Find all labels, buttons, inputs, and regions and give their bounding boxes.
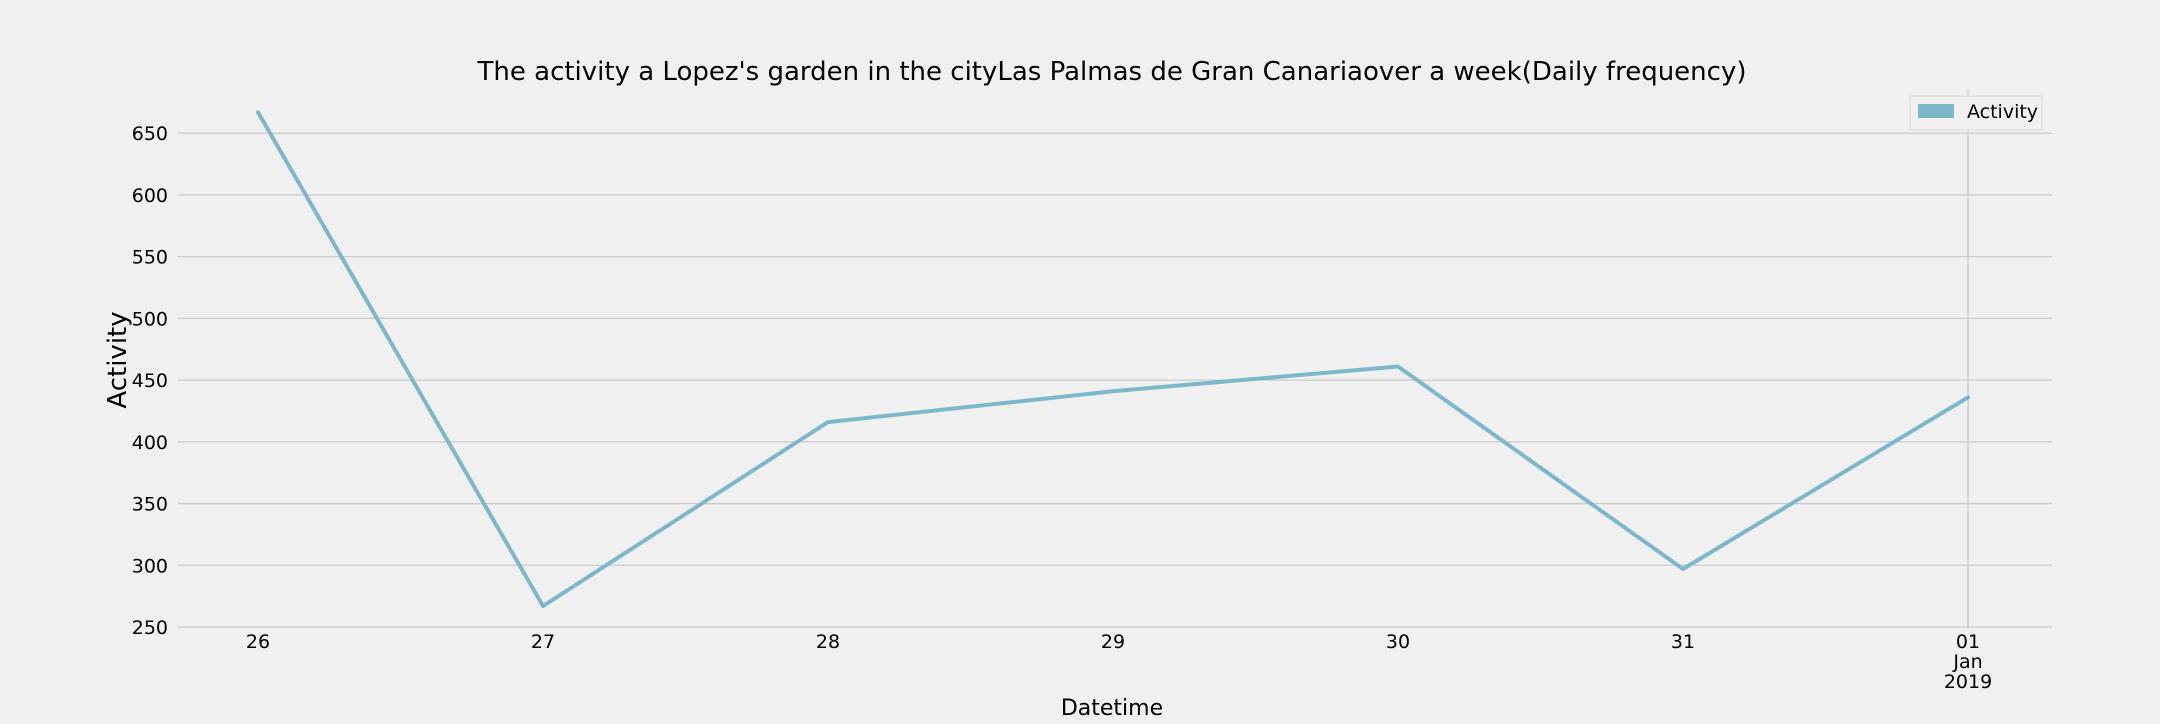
x-tick-label: 27 xyxy=(531,631,555,653)
x-axis-label: Datetime xyxy=(1061,696,1163,720)
legend: Activity xyxy=(1910,96,2042,130)
y-tick-label: 300 xyxy=(132,555,168,577)
x-tick-label: 26 xyxy=(246,631,270,653)
y-tick-label: 650 xyxy=(132,123,168,145)
y-tick-label: 550 xyxy=(132,247,168,269)
legend-label: Activity xyxy=(1967,101,2038,123)
y-tick-labels: 250 300 350 400 450 500 550 600 650 xyxy=(132,123,168,639)
x-tick-label: 30 xyxy=(1386,631,1410,653)
y-tick-label: 400 xyxy=(132,432,168,454)
y-tick-label: 350 xyxy=(132,494,168,516)
x-tick-label: 31 xyxy=(1671,631,1695,653)
y-tick-label: 450 xyxy=(132,370,168,392)
y-tick-label: 500 xyxy=(132,308,168,330)
x-tick-label: 29 xyxy=(1101,631,1125,653)
y-tick-label: 250 xyxy=(132,617,168,639)
chart-title: The activity a Lopez's garden in the cit… xyxy=(477,57,1747,87)
y-axis-label: Activity xyxy=(103,311,133,408)
legend-swatch xyxy=(1918,104,1954,118)
x-tick-label: 28 xyxy=(816,631,840,653)
y-tick-label: 600 xyxy=(132,185,168,207)
